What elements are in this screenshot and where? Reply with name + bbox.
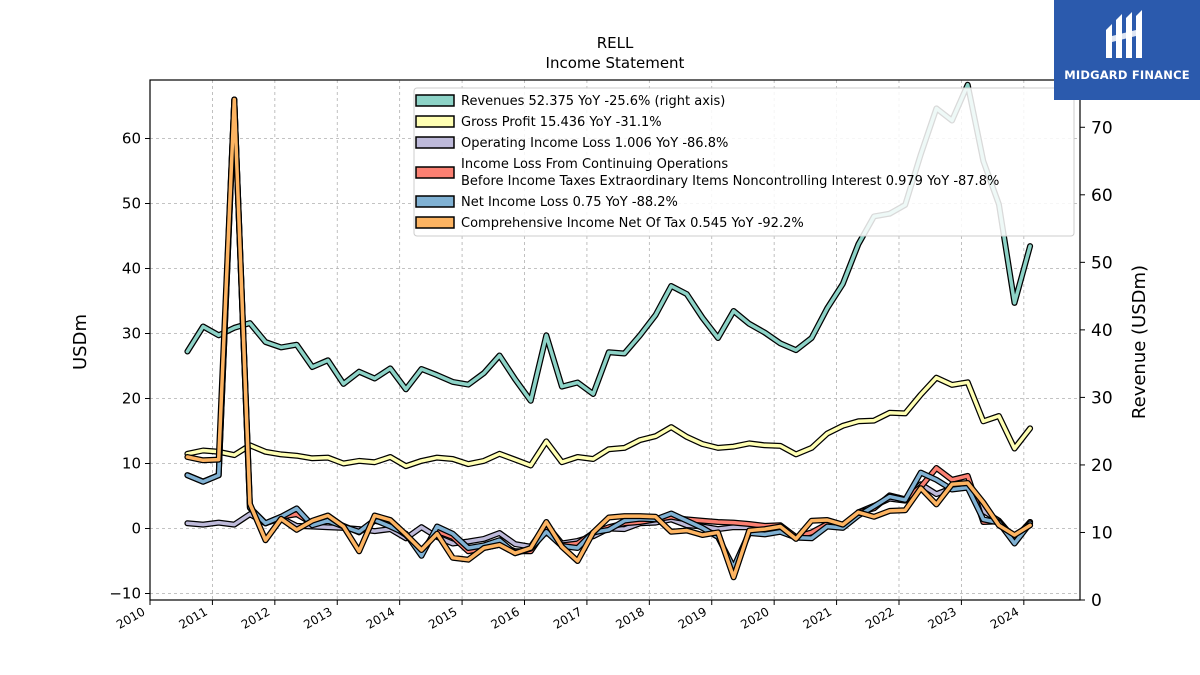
x-tick-label: 2011 — [176, 604, 209, 631]
y-axis-label-left: USDm — [70, 314, 91, 370]
x-tick-label: 2016 — [489, 604, 522, 631]
x-tick-label: 2015 — [426, 604, 459, 631]
x-tick-label: 2013 — [301, 604, 334, 631]
y-tick-label-right: 10 — [1091, 523, 1113, 543]
chart-subtitle: Income Statement — [546, 54, 685, 72]
y-tick-label-right: 70 — [1091, 118, 1113, 138]
x-tick-label: 2023 — [925, 604, 958, 631]
legend-item: Operating Income Loss 1.006 YoY -86.8% — [415, 136, 728, 151]
series-5 — [184, 96, 1034, 581]
legend: Revenues 52.375 YoY -25.6% (right axis) G… — [413, 87, 1075, 237]
x-tick-label: 2017 — [551, 604, 584, 631]
y-tick-label-right: 60 — [1091, 186, 1113, 206]
x-tick-label: 2020 — [738, 604, 771, 631]
logo-text: MIDGARD FINANCE — [1064, 68, 1190, 82]
x-tick-label: 2024 — [988, 604, 1021, 631]
x-tick-label: 2018 — [613, 604, 646, 631]
chart-title: RELL — [597, 34, 634, 52]
y-tick-label-right: 50 — [1091, 253, 1113, 273]
legend-label: Revenues 52.375 YoY -25.6% (right axis) — [461, 94, 725, 109]
axes: 2010 2011 2012 2013 2014 2015 2016 2017 2018 2019… — [109, 79, 1113, 632]
midgard-finance-logo: MIDGARD FINANCE — [1054, 0, 1200, 100]
legend-label: Net Income Loss 0.75 YoY -88.2% — [461, 195, 678, 210]
legend-label: Comprehensive Income Net Of Tax 0.545 Yo… — [461, 216, 804, 231]
series-line — [185, 375, 1032, 468]
y-tick-label-right: 20 — [1091, 456, 1113, 476]
x-tick-label: 2014 — [364, 604, 397, 631]
y-axis-label-right: Revenue (USDm) — [1129, 265, 1150, 419]
legend-label: Gross Profit 15.436 YoY -31.1% — [461, 115, 662, 130]
x-tick-label: 2021 — [801, 604, 834, 631]
legend-swatch — [415, 94, 455, 107]
legend-swatch — [415, 195, 455, 208]
y-tick-label-left: 10 — [122, 455, 141, 473]
legend-swatch — [415, 166, 455, 179]
plot-frame — [149, 79, 1081, 601]
legend-label: Operating Income Loss 1.006 YoY -86.8% — [461, 136, 728, 151]
legend-swatch — [415, 136, 455, 149]
y-tick-label-left: −10 — [109, 585, 141, 603]
legend-swatch — [415, 216, 455, 229]
y-tick-label-right: 40 — [1091, 321, 1113, 341]
legend-swatch — [415, 115, 455, 128]
y-tick-label-right: 0 — [1091, 591, 1102, 611]
x-tick-label: 2019 — [676, 604, 709, 631]
logo-mark-icon — [1106, 10, 1142, 58]
legend-item: Gross Profit 15.436 YoY -31.1% — [415, 115, 662, 130]
legend-item: Net Income Loss 0.75 YoY -88.2% — [415, 195, 678, 210]
y-tick-label-left: 30 — [122, 325, 141, 343]
y-tick-label-left: 50 — [122, 195, 141, 213]
y-tick-label-right: 30 — [1091, 388, 1113, 408]
y-tick-label-left: 0 — [131, 520, 141, 538]
x-tick-label: 2022 — [863, 604, 896, 631]
x-tick-label: 2010 — [114, 604, 147, 631]
legend-item: Comprehensive Income Net Of Tax 0.545 Yo… — [415, 216, 804, 231]
y-tick-label-left: 40 — [122, 260, 141, 278]
y-tick-label-left: 20 — [122, 390, 141, 408]
y-tick-label-left: 60 — [122, 130, 141, 148]
series-1 — [184, 374, 1034, 470]
series-outline — [184, 374, 1034, 470]
legend-box — [413, 87, 1075, 237]
legend-label: Income Loss From Continuing Operations Be… — [461, 157, 999, 189]
legend-item: Income Loss From Continuing Operations Be… — [415, 157, 999, 189]
x-tick-label: 2012 — [239, 604, 272, 631]
legend-item: Revenues 52.375 YoY -25.6% (right axis) — [415, 94, 725, 109]
